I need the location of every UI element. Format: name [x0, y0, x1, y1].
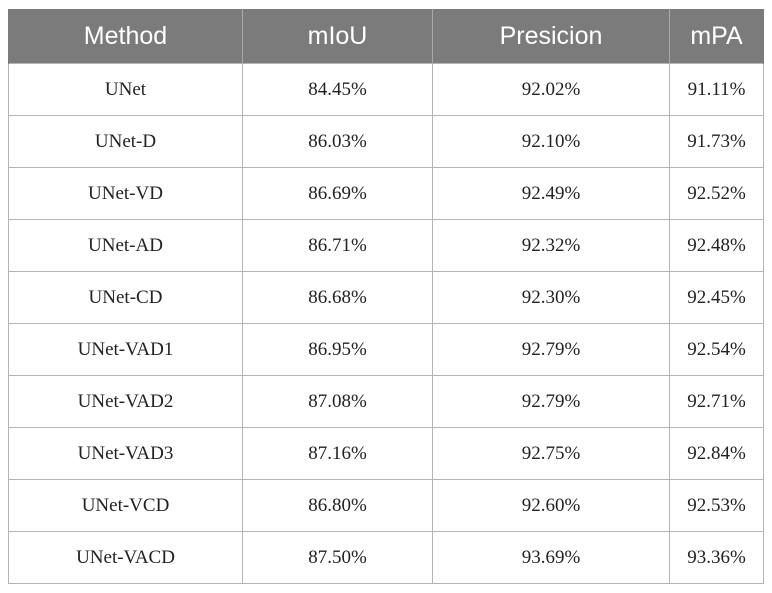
- header-mpa: mPA: [669, 9, 764, 64]
- results-table: Method mIoU Presicion mPA UNet 84.45% 92…: [8, 9, 764, 584]
- method-cell: UNet-VAD2: [8, 375, 243, 428]
- miou-cell: 86.71%: [242, 219, 433, 272]
- miou-cell: 86.68%: [242, 271, 433, 324]
- method-cell: UNet: [8, 63, 243, 116]
- table-row: UNet-VCD 86.80% 92.60% 92.53%: [8, 479, 764, 532]
- header-precision: Presicion: [432, 9, 670, 64]
- table-row: UNet-VACD 87.50% 93.69% 93.36%: [8, 531, 764, 584]
- method-cell: UNet-CD: [8, 271, 243, 324]
- miou-cell: 87.08%: [242, 375, 433, 428]
- miou-cell: 86.95%: [242, 323, 433, 376]
- method-cell: UNet-AD: [8, 219, 243, 272]
- table-row: UNet-AD 86.71% 92.32% 92.48%: [8, 219, 764, 272]
- header-row: Method mIoU Presicion mPA: [8, 9, 764, 64]
- method-cell: UNet-VCD: [8, 479, 243, 532]
- mpa-cell: 92.71%: [669, 375, 764, 428]
- table-row: UNet-D 86.03% 92.10% 91.73%: [8, 115, 764, 168]
- precision-cell: 92.60%: [432, 479, 670, 532]
- table-row: UNet-VD 86.69% 92.49% 92.52%: [8, 167, 764, 220]
- method-cell: UNet-VACD: [8, 531, 243, 584]
- miou-cell: 87.16%: [242, 427, 433, 480]
- mpa-cell: 92.84%: [669, 427, 764, 480]
- precision-cell: 92.02%: [432, 63, 670, 116]
- precision-cell: 93.69%: [432, 531, 670, 584]
- precision-cell: 92.10%: [432, 115, 670, 168]
- miou-cell: 86.69%: [242, 167, 433, 220]
- precision-cell: 92.75%: [432, 427, 670, 480]
- method-cell: UNet-D: [8, 115, 243, 168]
- table-row: UNet-VAD2 87.08% 92.79% 92.71%: [8, 375, 764, 428]
- precision-cell: 92.32%: [432, 219, 670, 272]
- precision-cell: 92.79%: [432, 375, 670, 428]
- miou-cell: 87.50%: [242, 531, 433, 584]
- mpa-cell: 92.48%: [669, 219, 764, 272]
- method-cell: UNet-VD: [8, 167, 243, 220]
- table-body: UNet 84.45% 92.02% 91.11% UNet-D 86.03% …: [8, 63, 764, 584]
- mpa-cell: 91.11%: [669, 63, 764, 116]
- precision-cell: 92.30%: [432, 271, 670, 324]
- table-row: UNet-CD 86.68% 92.30% 92.45%: [8, 271, 764, 324]
- miou-cell: 86.03%: [242, 115, 433, 168]
- precision-cell: 92.79%: [432, 323, 670, 376]
- results-table-container: Method mIoU Presicion mPA UNet 84.45% 92…: [8, 9, 764, 584]
- miou-cell: 86.80%: [242, 479, 433, 532]
- header-miou: mIoU: [242, 9, 433, 64]
- mpa-cell: 92.45%: [669, 271, 764, 324]
- table-row: UNet-VAD1 86.95% 92.79% 92.54%: [8, 323, 764, 376]
- mpa-cell: 93.36%: [669, 531, 764, 584]
- precision-cell: 92.49%: [432, 167, 670, 220]
- mpa-cell: 91.73%: [669, 115, 764, 168]
- header-method: Method: [8, 9, 243, 64]
- mpa-cell: 92.53%: [669, 479, 764, 532]
- mpa-cell: 92.54%: [669, 323, 764, 376]
- table-header: Method mIoU Presicion mPA: [8, 9, 764, 64]
- mpa-cell: 92.52%: [669, 167, 764, 220]
- table-row: UNet 84.45% 92.02% 91.11%: [8, 63, 764, 116]
- method-cell: UNet-VAD1: [8, 323, 243, 376]
- miou-cell: 84.45%: [242, 63, 433, 116]
- table-row: UNet-VAD3 87.16% 92.75% 92.84%: [8, 427, 764, 480]
- method-cell: UNet-VAD3: [8, 427, 243, 480]
